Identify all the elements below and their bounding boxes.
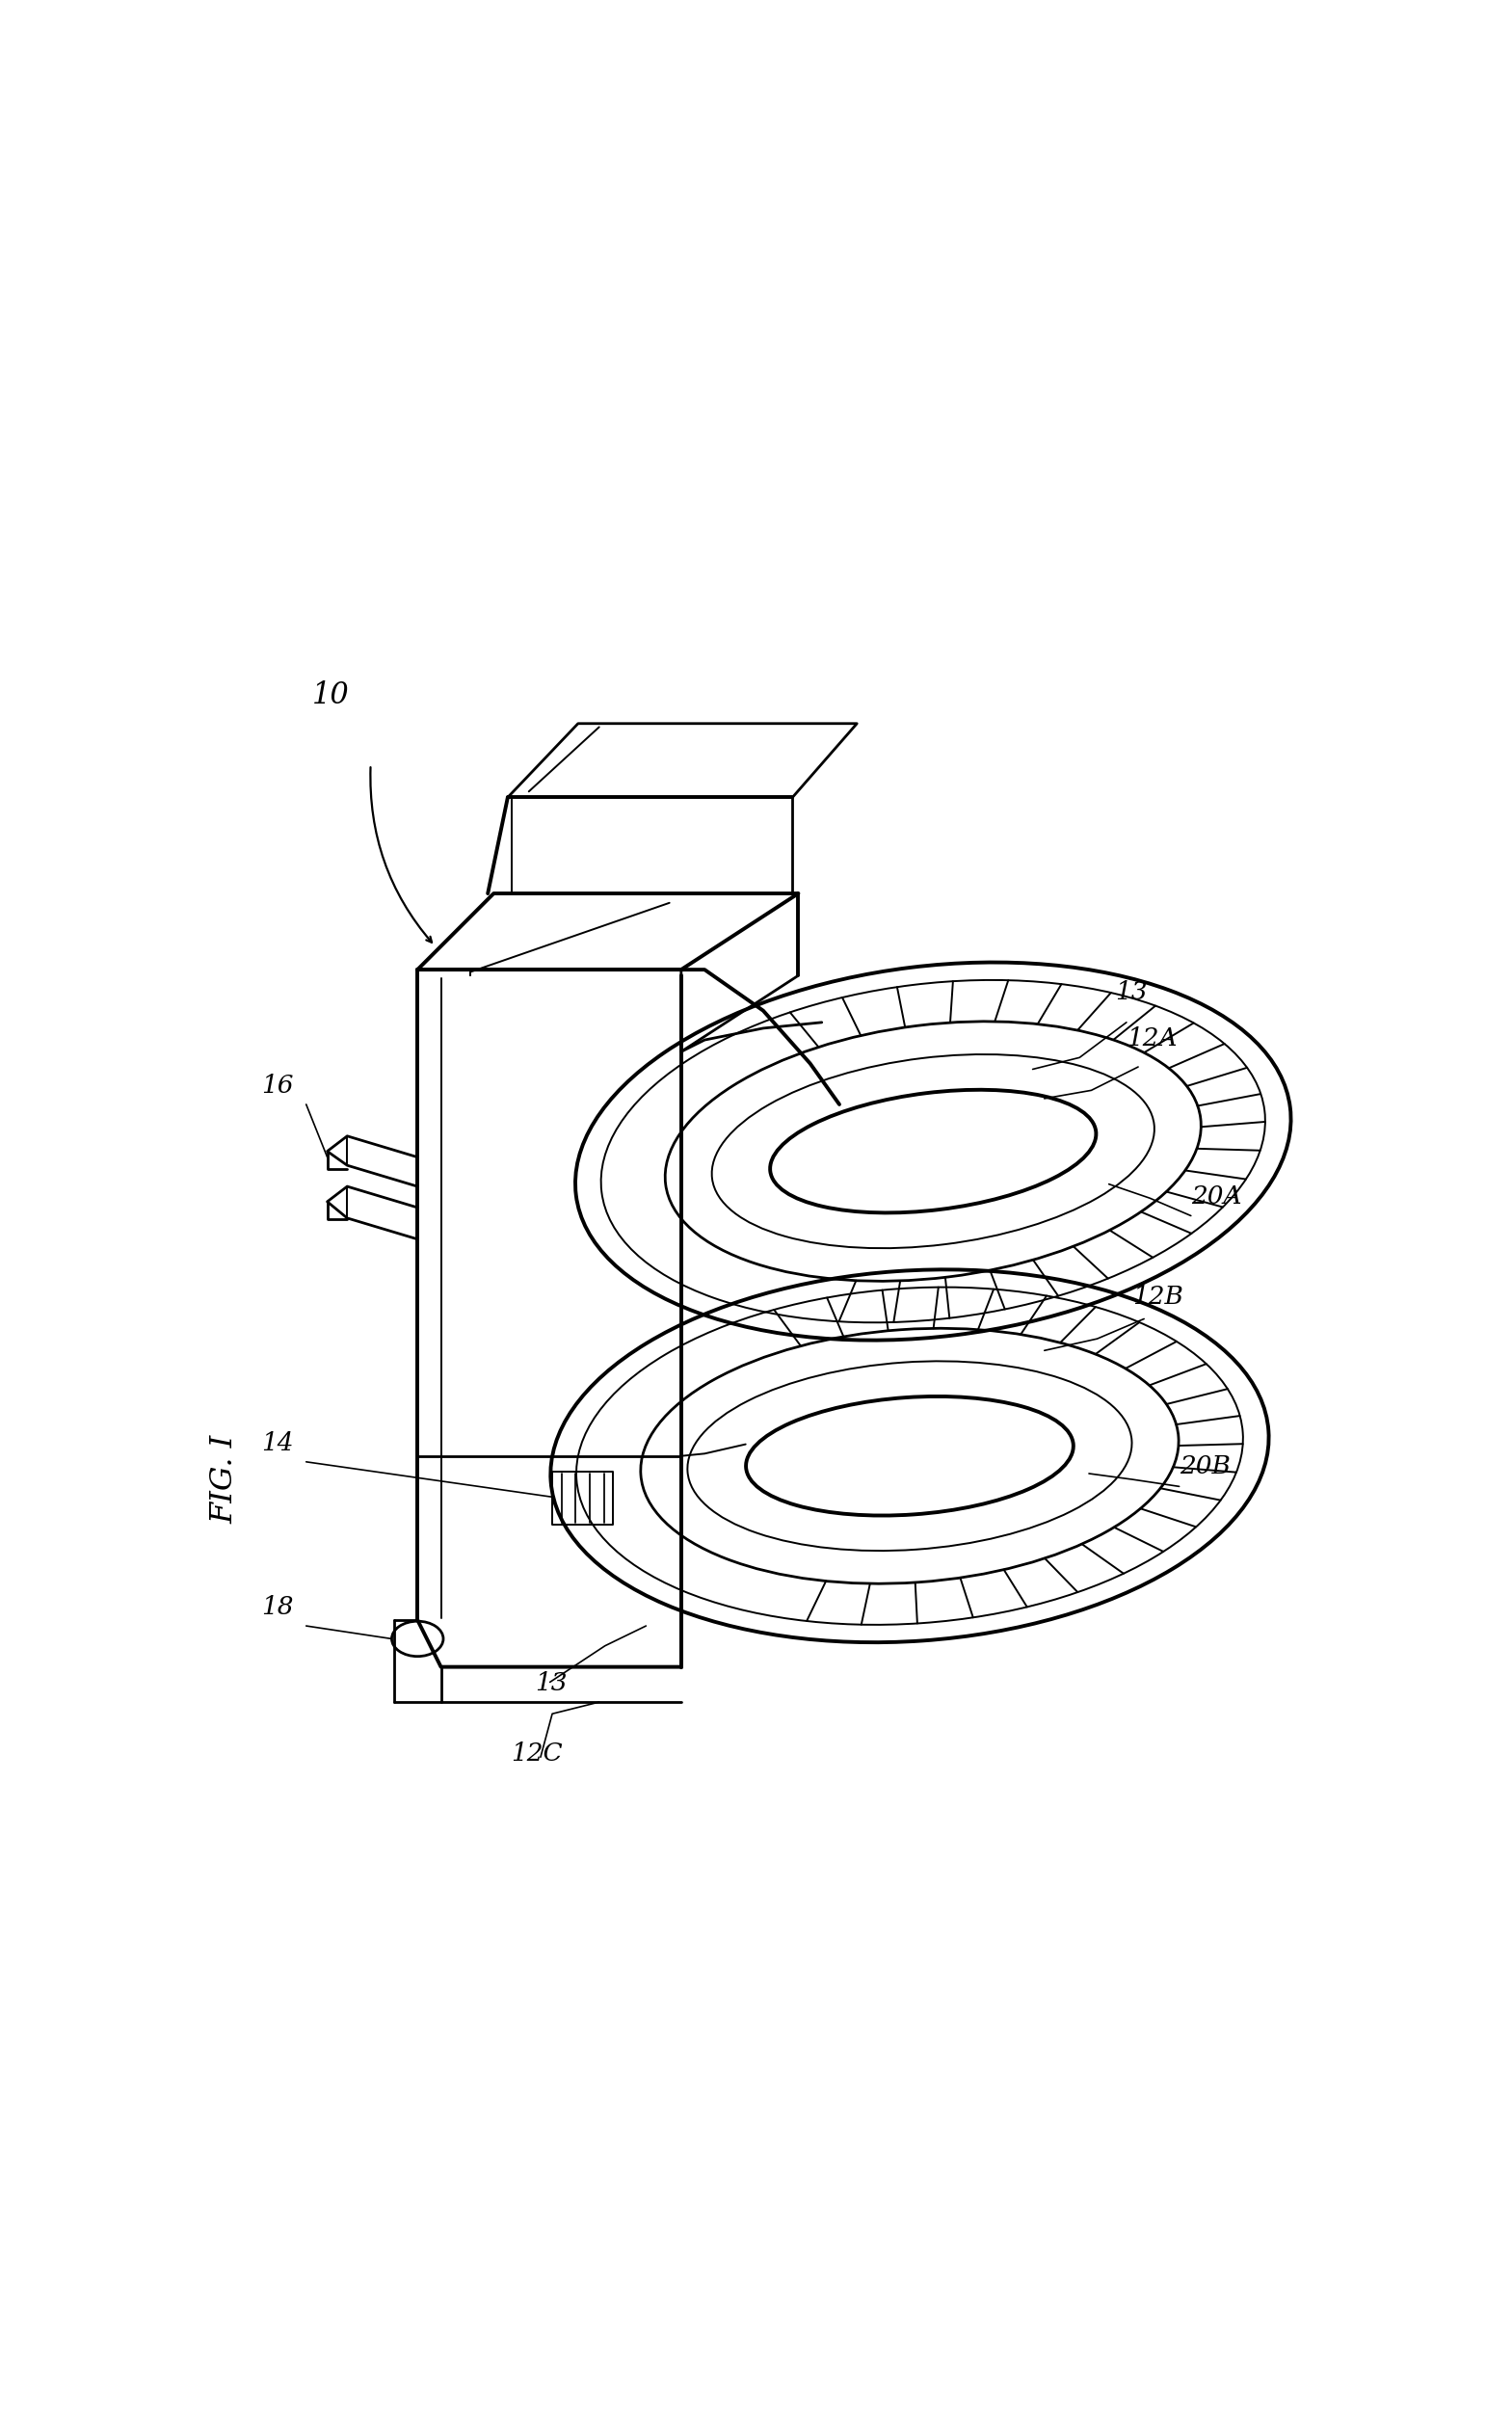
Text: 10: 10: [311, 680, 349, 711]
Text: FIG. I: FIG. I: [209, 1434, 239, 1524]
Text: 16: 16: [262, 1074, 293, 1098]
Text: 12A: 12A: [1126, 1026, 1176, 1050]
Text: 20B: 20B: [1179, 1454, 1231, 1478]
Text: 12C: 12C: [511, 1742, 562, 1766]
Text: 18: 18: [262, 1594, 293, 1618]
Text: 13: 13: [535, 1672, 567, 1696]
Text: 20A: 20A: [1191, 1185, 1241, 1210]
Text: 12B: 12B: [1132, 1284, 1184, 1309]
Text: 14: 14: [262, 1432, 293, 1454]
Text: 13: 13: [1114, 980, 1148, 1004]
